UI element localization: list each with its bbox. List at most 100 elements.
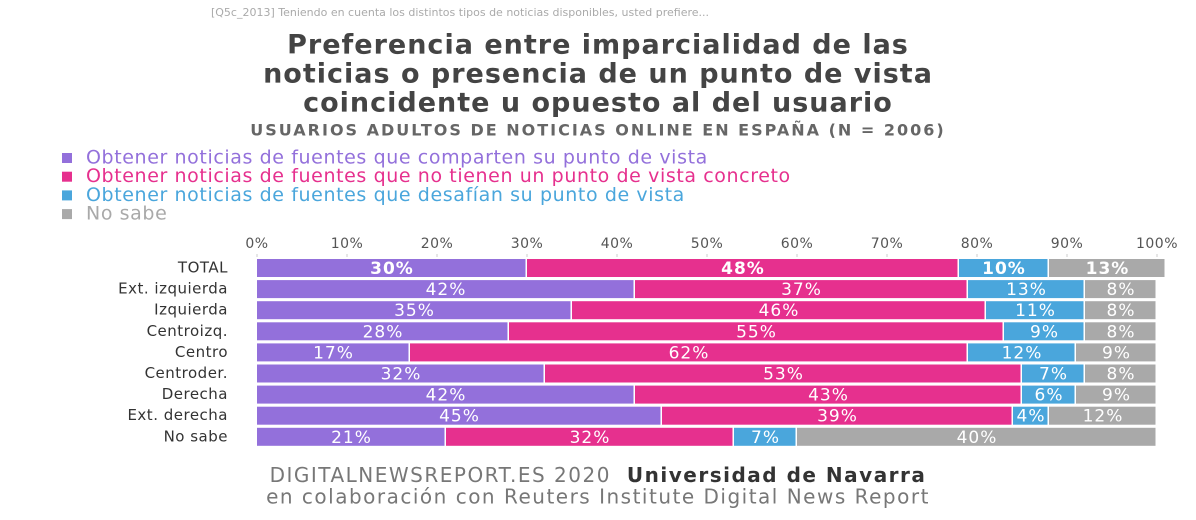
bar-segment: [1013, 406, 1048, 425]
data-label: 39%: [817, 407, 858, 427]
chart-title: coincidente u opuesto al del usuario: [303, 88, 893, 119]
bar-segment: [734, 427, 796, 446]
data-label: 35%: [394, 301, 435, 321]
legend-label: No sabe: [86, 203, 167, 225]
legend-swatch: [62, 209, 72, 220]
data-label: 10%: [982, 259, 1026, 279]
x-tick-label: 60%: [781, 236, 814, 252]
data-label: 7%: [1039, 365, 1068, 385]
data-label: 45%: [439, 407, 480, 427]
bar-segment: [410, 343, 967, 362]
chart-title: noticias o presencia de un punto de vist…: [263, 59, 933, 90]
data-label: 9%: [1102, 343, 1131, 363]
x-tick-label: 20%: [421, 236, 454, 252]
question-note: [Q5c_2013] Teniendo en cuenta los distin…: [211, 6, 709, 19]
chart-title: Preferencia entre imparcialidad de las: [287, 30, 909, 61]
data-label: 28%: [363, 322, 404, 342]
category-label: No sabe: [164, 427, 228, 445]
bar-segment: [1085, 280, 1156, 299]
bar-segment: [1049, 406, 1156, 425]
data-label: 32%: [381, 365, 422, 385]
x-tick-label: 0%: [245, 236, 268, 252]
bar-segment: [797, 427, 1156, 446]
x-tick-label: 90%: [1051, 236, 1084, 252]
data-label: 32%: [570, 428, 611, 448]
data-label: 13%: [1086, 259, 1130, 279]
bar-segment: [1085, 322, 1156, 341]
data-label: 6%: [1035, 386, 1064, 406]
bar-segment: [1022, 385, 1075, 404]
bar-segment: [1022, 364, 1084, 383]
bar-segment: [257, 385, 634, 404]
bar-segment: [968, 280, 1084, 299]
bar-segment: [545, 364, 1021, 383]
data-label: 55%: [736, 322, 777, 342]
category-label: Centroder.: [145, 364, 228, 382]
bar-segment: [1085, 301, 1156, 320]
legend-swatch: [62, 153, 72, 163]
bar-segment: [635, 280, 967, 299]
footer: DIGITALNEWSREPORT.ES 2020 Universidad de …: [270, 463, 927, 487]
bar-segment: [527, 259, 958, 277]
x-tick-label: 40%: [601, 236, 634, 252]
x-tick-label: 50%: [691, 236, 724, 252]
bar-segment: [446, 427, 733, 446]
bar-segment: [257, 301, 571, 320]
bar-segment: [959, 259, 1048, 277]
data-label: 17%: [313, 343, 354, 363]
category-label: Izquierda: [154, 301, 228, 319]
data-label: 42%: [426, 386, 467, 406]
data-label: 8%: [1107, 322, 1136, 342]
data-label: 9%: [1102, 386, 1131, 406]
footer-org: Universidad de Navarra: [627, 463, 926, 487]
data-label: 30%: [370, 259, 414, 279]
bar-segment: [257, 364, 544, 383]
data-label: 46%: [759, 301, 800, 321]
bar-segment: [572, 301, 985, 320]
footer-credit: en colaboración con Reuters Institute Di…: [266, 485, 930, 509]
bar-segment: [662, 406, 1012, 425]
legend-swatch: [62, 190, 72, 201]
data-label: 21%: [331, 428, 372, 448]
bar-segment: [1049, 259, 1165, 277]
category-label: Centro: [175, 343, 228, 361]
category-label: TOTAL: [177, 259, 228, 277]
bar-segment: [257, 259, 526, 277]
legend-swatch: [62, 171, 72, 182]
category-label: Centroizq.: [147, 322, 228, 340]
x-tick-label: 10%: [331, 236, 364, 252]
data-label: 7%: [751, 428, 780, 448]
legend-label: Obtener noticias de fuentes que no tiene…: [86, 165, 791, 187]
x-tick-label: 80%: [961, 236, 994, 252]
data-label: 8%: [1107, 301, 1136, 321]
data-label: 8%: [1107, 280, 1136, 300]
data-label: 40%: [957, 428, 998, 448]
category-label: Derecha: [162, 385, 228, 403]
bar-segment: [509, 322, 1003, 341]
bar-segment: [1004, 322, 1084, 341]
chart-subtitle: USUARIOS ADULTOS DE NOTICIAS ONLINE EN E…: [250, 121, 945, 140]
data-label: 9%: [1030, 322, 1059, 342]
x-tick-label: 70%: [871, 236, 904, 252]
data-label: 4%: [1017, 407, 1046, 427]
legend-label: Obtener noticias de fuentes que comparte…: [86, 147, 708, 169]
x-tick-label: 100%: [1136, 236, 1178, 252]
bar-segment: [986, 301, 1084, 320]
bar-segment: [257, 343, 409, 362]
data-label: 53%: [763, 365, 804, 385]
footer-site: DIGITALNEWSREPORT.ES 2020: [270, 463, 611, 487]
bar-segment: [968, 343, 1075, 362]
category-label: Ext. izquierda: [118, 280, 228, 298]
data-label: 48%: [721, 259, 765, 279]
bar-segment: [257, 427, 445, 446]
data-label: 8%: [1107, 365, 1136, 385]
data-label: 62%: [669, 343, 710, 363]
bar-segment: [1076, 385, 1156, 404]
legend-label: Obtener noticias de fuentes que desafían…: [86, 184, 685, 206]
data-label: 12%: [1083, 407, 1124, 427]
bar-segment: [257, 280, 634, 299]
bar-segment: [635, 385, 1021, 404]
bar-segment: [257, 406, 661, 425]
bar-segment: [257, 322, 508, 341]
